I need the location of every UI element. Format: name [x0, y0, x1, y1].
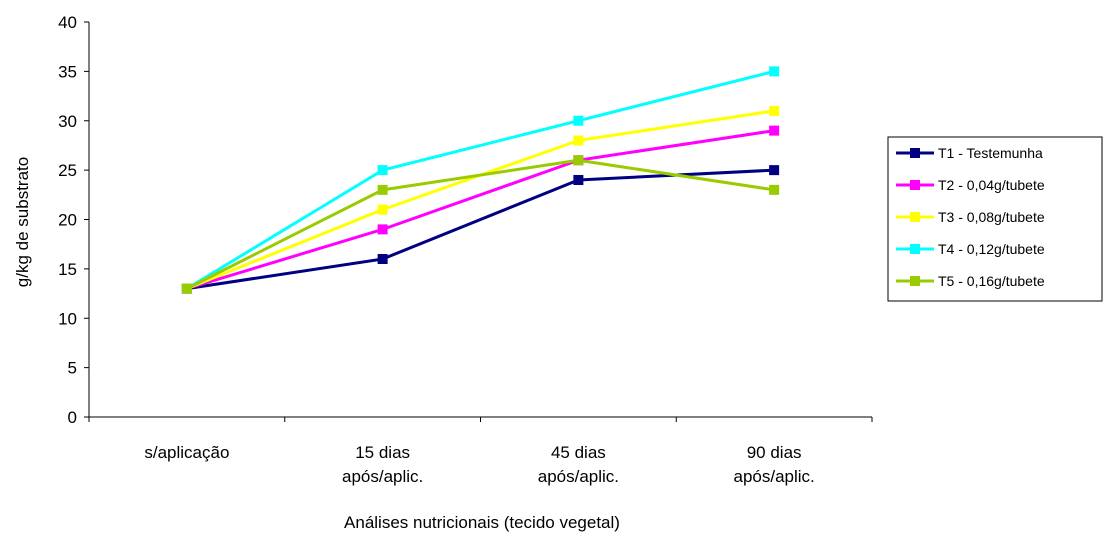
data-point	[769, 125, 780, 136]
legend-item: T2 - 0,04g/tubete	[896, 177, 1045, 193]
legend-swatch-marker	[910, 148, 920, 158]
series-line	[186, 168, 775, 291]
series-line	[186, 158, 775, 290]
y-tick-label: 0	[68, 408, 77, 427]
legend-item: T1 - Testemunha	[896, 145, 1043, 161]
legend-label: T5 - 0,16g/tubete	[938, 273, 1045, 289]
legend-label: T4 - 0,12g/tubete	[938, 241, 1045, 257]
y-axis-ticks: 0 5 10 15 20 25 30 35 40	[58, 13, 89, 427]
y-tick-label: 40	[58, 13, 77, 32]
x-tick-label: 90 dias	[747, 443, 802, 462]
x-tick-label: 45 dias	[551, 443, 606, 462]
data-point	[377, 254, 388, 264]
data-point	[769, 165, 780, 176]
series-4	[181, 66, 780, 294]
x-axis-ticks: s/aplicação 15 dias após/aplic. 45 dias após…	[88, 417, 873, 486]
series-line	[186, 69, 775, 290]
series-2	[181, 125, 780, 294]
y-tick-label: 20	[58, 211, 77, 230]
data-point	[377, 224, 388, 235]
series-3	[181, 105, 780, 294]
legend-swatch-marker	[910, 212, 920, 222]
data-point	[573, 175, 584, 185]
y-tick-label: 25	[58, 161, 77, 180]
data-point	[377, 204, 388, 215]
legend-swatch-marker	[910, 180, 920, 190]
data-point	[181, 283, 192, 294]
legend-swatch-marker	[910, 244, 920, 254]
data-point	[769, 105, 780, 116]
x-tick-label: após/aplic.	[733, 467, 814, 486]
y-axis-title: g/kg de substrato	[13, 157, 32, 287]
legend-box	[887, 136, 1103, 302]
legend-label: T2 - 0,04g/tubete	[938, 177, 1045, 193]
y-tick-label: 15	[58, 260, 77, 279]
y-tick-label: 35	[58, 62, 77, 81]
data-point	[573, 135, 584, 146]
series-layer	[181, 66, 780, 294]
x-tick-label: 15 dias	[355, 443, 410, 462]
series-5	[181, 155, 780, 294]
legend-item: T4 - 0,12g/tubete	[896, 241, 1045, 257]
x-tick-label: após/aplic.	[538, 467, 619, 486]
y-tick-label: 5	[68, 359, 77, 378]
data-point	[573, 155, 584, 166]
x-axis-title: Análises nutricionais (tecido vegetal)	[344, 513, 620, 532]
series-line	[186, 129, 775, 291]
legend-item: T5 - 0,16g/tubete	[896, 273, 1045, 289]
data-point	[769, 184, 780, 195]
y-tick-label: 10	[58, 309, 77, 328]
data-point	[573, 115, 584, 126]
legend-swatch-marker	[910, 276, 920, 286]
legend-label: T3 - 0,08g/tubete	[938, 209, 1045, 225]
legend-item: T3 - 0,08g/tubete	[896, 209, 1045, 225]
x-tick-label: s/aplicação	[144, 443, 229, 462]
legend: T1 - Testemunha T2 - 0,04g/tubete T3 - 0,0…	[887, 136, 1103, 302]
data-point	[377, 184, 388, 195]
y-tick-label: 30	[58, 112, 77, 131]
series-1	[181, 165, 780, 294]
legend-label: T1 - Testemunha	[938, 145, 1043, 161]
x-tick-label: após/aplic.	[342, 467, 423, 486]
data-point	[377, 165, 388, 176]
data-point	[769, 66, 780, 77]
